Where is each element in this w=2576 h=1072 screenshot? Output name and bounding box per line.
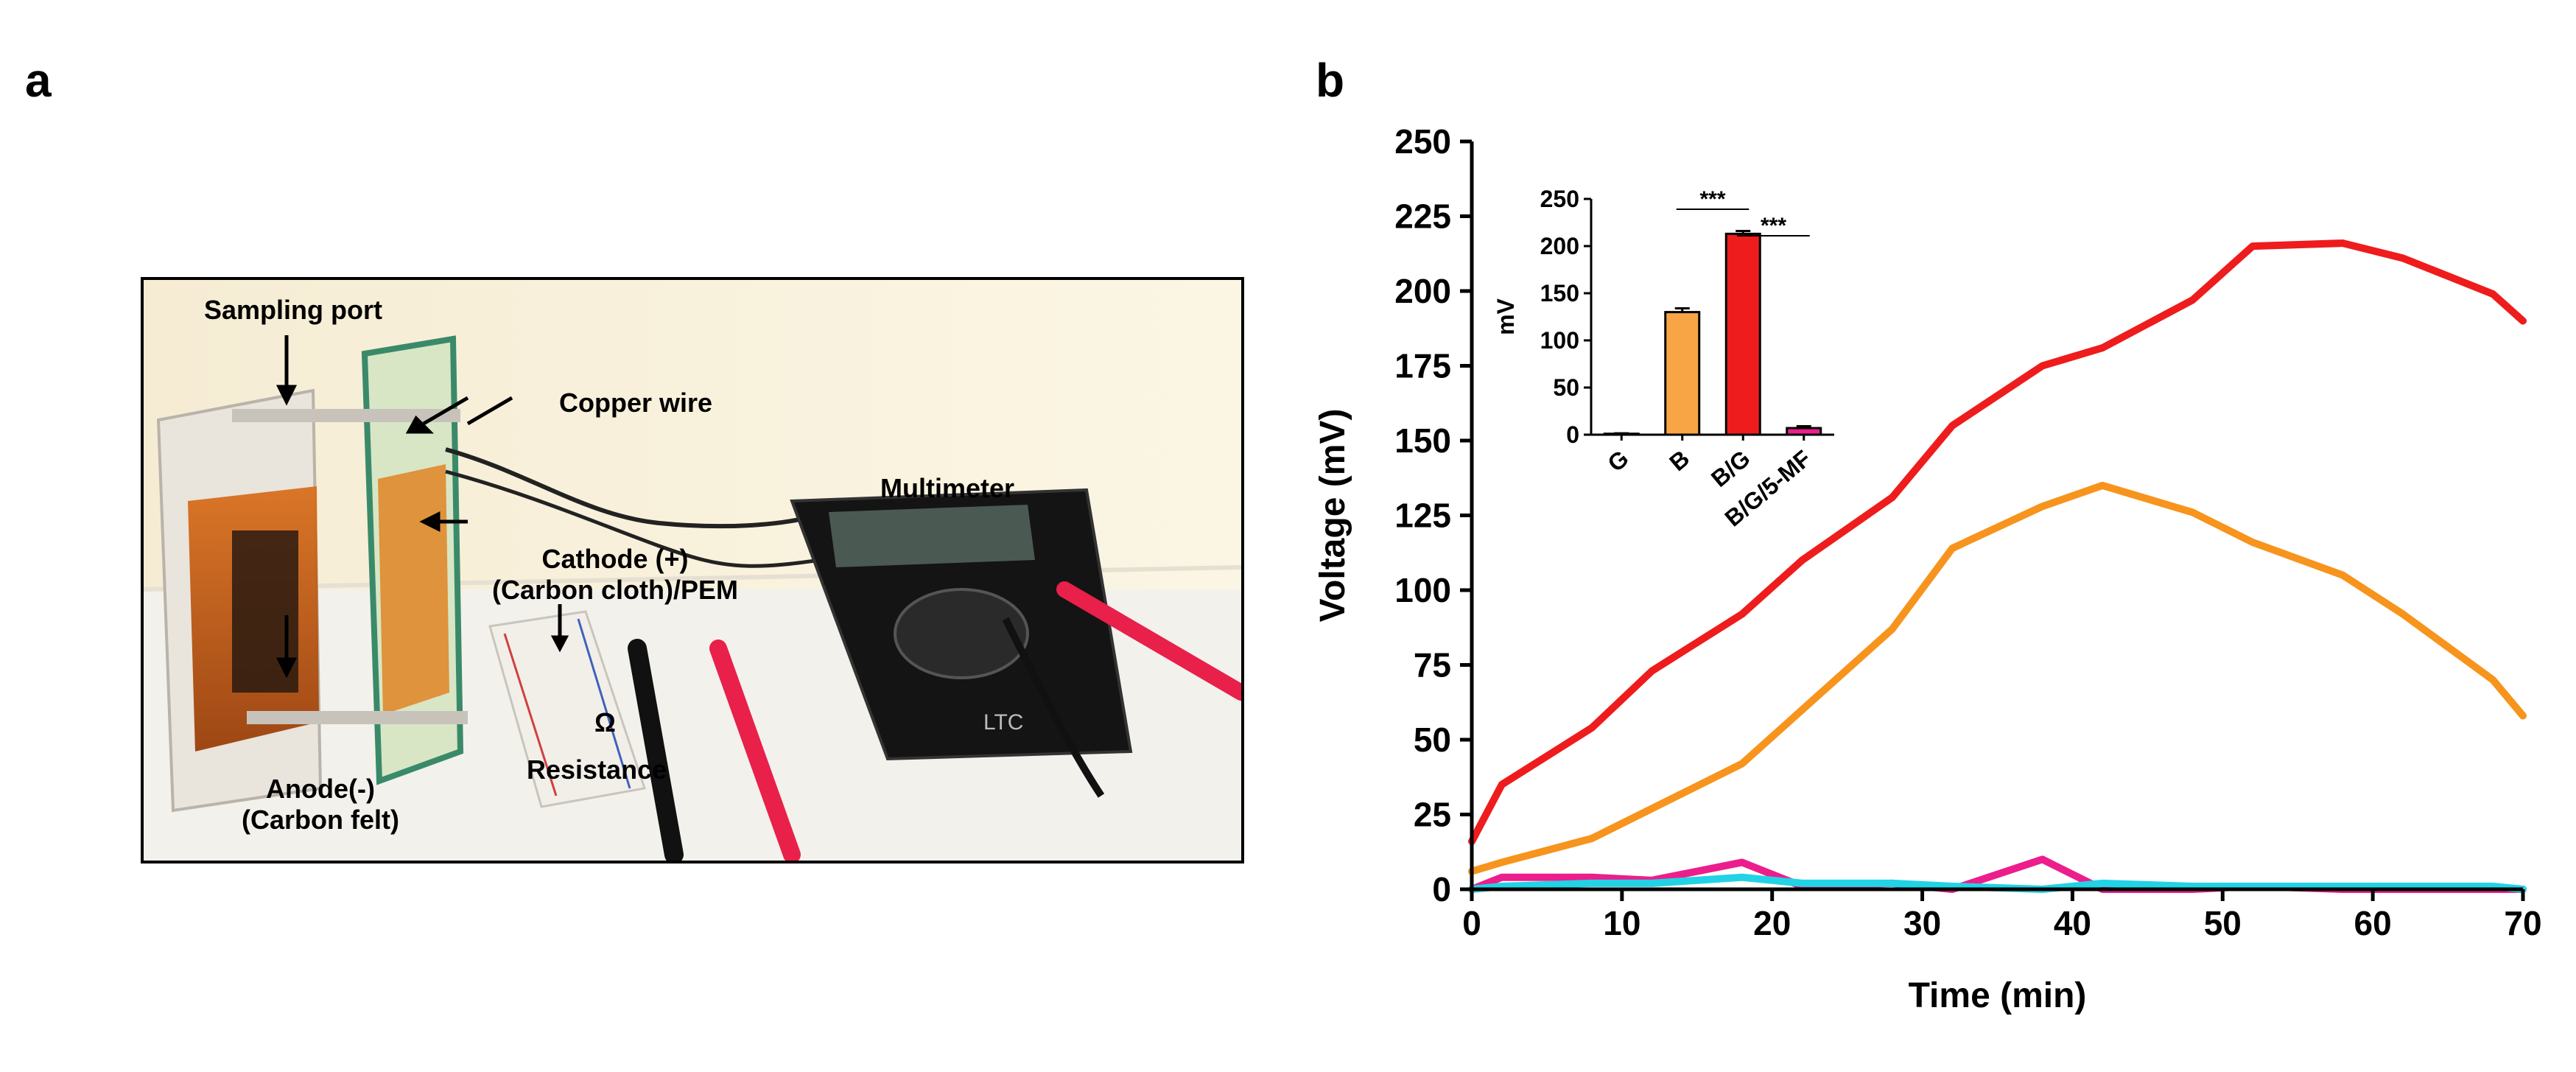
inset-significance-label: ***	[1761, 214, 1786, 238]
multimeter-brand: LTC	[983, 710, 1023, 735]
inset-y-tick-label: 250	[1540, 186, 1579, 212]
x-tick-label: 50	[2204, 904, 2242, 942]
inset-x-tick-label: B	[1664, 445, 1694, 476]
setup-illustration: LTC	[144, 280, 1241, 861]
y-tick-label: 25	[1414, 796, 1451, 834]
x-tick-label: 60	[2354, 904, 2392, 942]
y-axis-label: Voltage (mV)	[1313, 409, 1352, 623]
y-tick-label: 50	[1414, 721, 1451, 759]
y-tick-label: 0	[1432, 870, 1451, 908]
y-tick-label: 125	[1394, 497, 1451, 535]
inset-y-tick-label: 0	[1566, 421, 1579, 448]
bolt-bottom	[247, 711, 468, 724]
label-copper-wire: Copper wire	[559, 388, 713, 418]
inset-x-tick-label: G	[1603, 445, 1634, 477]
inset-y-tick-label: 200	[1540, 233, 1579, 259]
multimeter-screen	[829, 505, 1035, 567]
y-tick-label: 175	[1394, 347, 1451, 385]
multimeter-dial	[894, 588, 1029, 679]
panel-letter-a: a	[25, 54, 52, 107]
x-tick-label: 20	[1753, 904, 1791, 942]
label-cathode: Cathode (+) (Carbon cloth)/PEM	[490, 544, 740, 606]
series-line-b-g	[1468, 239, 2527, 846]
label-anode-line2: (Carbon felt)	[242, 805, 399, 835]
x-tick-label: 0	[1462, 904, 1481, 942]
label-omega: Ω	[594, 707, 616, 738]
x-tick-label: 10	[1603, 904, 1640, 942]
red-probe	[709, 640, 801, 861]
x-tick-label: 30	[1903, 904, 1941, 942]
inset-bar-b-g	[1724, 232, 1761, 436]
y-tick-label: 75	[1414, 646, 1451, 684]
main-plot: 0 25 50 75 100 125 150 175 200 225 250 0 10 20 30 40 50 6…	[1313, 122, 2542, 1015]
inset-y-tick-label: 50	[1553, 374, 1579, 401]
series-line-b	[1468, 481, 2527, 875]
black-lead	[1002, 617, 1105, 798]
setup-photo: LTC Sampling port Copper wire Multimeter…	[141, 277, 1244, 863]
y-tick-label: 150	[1394, 421, 1451, 460]
label-resistance: Resistance	[527, 754, 667, 785]
inset-y-tick-label: 150	[1540, 280, 1579, 306]
inset-x-tick-label: B/G	[1706, 445, 1755, 492]
inset-y-axis-label: mV	[1492, 298, 1519, 334]
copper-wire	[445, 447, 815, 529]
inset-y-tick-label: 100	[1540, 327, 1579, 354]
breadboard	[488, 610, 646, 808]
label-sampling-port: Sampling port	[204, 295, 382, 325]
voltage-chart: 0 25 50 75 100 125 150 175 200 225 250 0 10 20 30 40 50 6…	[1313, 122, 2542, 1015]
x-tick-label: 40	[2054, 904, 2091, 942]
y-tick-label: 225	[1394, 197, 1451, 236]
y-tick-label: 200	[1394, 272, 1451, 310]
bolt-top	[232, 409, 460, 422]
x-tick-label: 70	[2504, 904, 2541, 942]
red-probe-2	[1056, 581, 1241, 701]
inset-bar-b	[1664, 311, 1701, 436]
y-tick-label: 100	[1394, 571, 1451, 609]
label-cathode-line2: (Carbon cloth)/PEM	[492, 575, 738, 605]
label-anode-line1: Anode(-)	[266, 774, 375, 804]
label-anode: Anode(-) (Carbon felt)	[210, 774, 431, 835]
label-multimeter: Multimeter	[880, 473, 1015, 503]
black-probe	[628, 639, 684, 861]
panel-letter-b: b	[1316, 54, 1345, 107]
x-axis-label: Time (min)	[1909, 976, 2087, 1015]
label-cathode-line1: Cathode (+)	[541, 544, 689, 574]
cathode-liquid	[378, 464, 449, 715]
y-tick-label: 250	[1394, 122, 1451, 161]
inset-bar-b-g-5-mf	[1786, 427, 1822, 436]
annotation-arrows	[276, 335, 569, 679]
inset-significance-label: ***	[1699, 187, 1725, 211]
